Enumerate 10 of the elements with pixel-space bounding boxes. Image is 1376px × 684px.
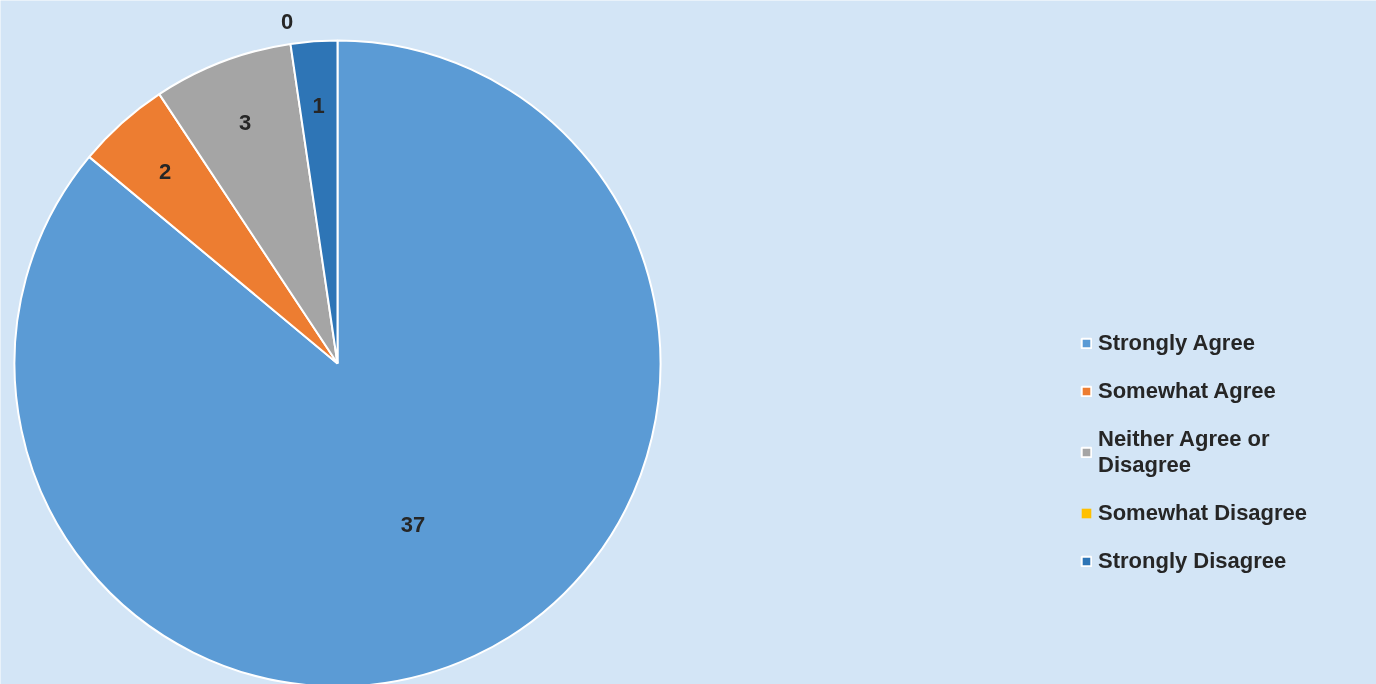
legend-label: Somewhat Agree <box>1098 378 1276 404</box>
legend-label: Somewhat Disagree <box>1098 500 1308 526</box>
legend-label: Strongly Agree <box>1098 330 1255 356</box>
data-label: 1 <box>312 93 325 119</box>
legend-label: Neither Agree or Disagree <box>1098 426 1270 478</box>
data-label: 37 <box>400 511 426 537</box>
data-label: 2 <box>158 158 172 184</box>
legend-label: Strongly Disagree <box>1098 548 1287 574</box>
data-label: 3 <box>239 109 252 135</box>
text: 0 <box>281 9 294 35</box>
